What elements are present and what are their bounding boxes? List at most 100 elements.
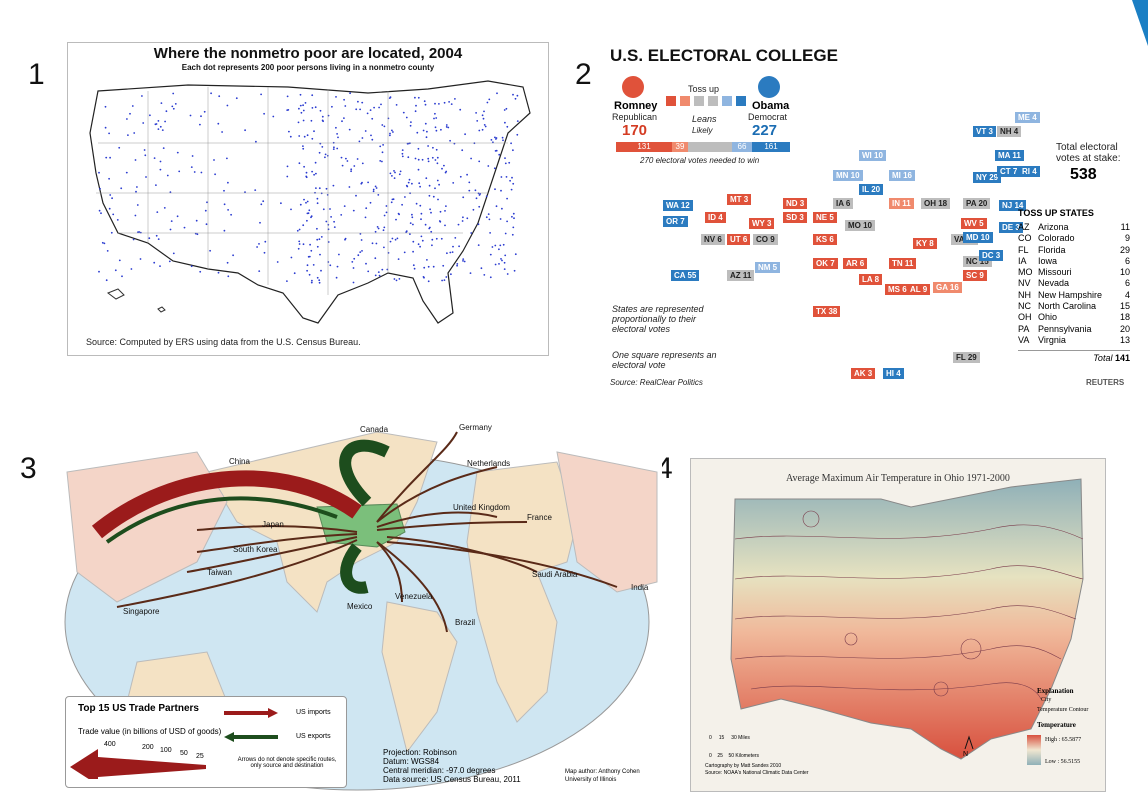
- high-label: High : 65.5877: [1045, 737, 1082, 743]
- figure-number-3: 3: [20, 452, 37, 485]
- poverty-dot: [393, 177, 396, 179]
- poverty-dot: [475, 197, 478, 200]
- poverty-dot: [494, 188, 496, 191]
- poverty-dot: [163, 207, 166, 209]
- poverty-dot: [332, 184, 335, 187]
- poverty-dot: [116, 219, 119, 221]
- tossup-votes: 13: [1119, 334, 1130, 345]
- state-tile: WY 3: [749, 218, 775, 229]
- poverty-dot: [159, 160, 162, 163]
- poverty-dot: [344, 238, 346, 241]
- poverty-dot: [316, 227, 318, 230]
- poverty-dot: [118, 259, 121, 262]
- poverty-dot: [324, 156, 326, 159]
- poverty-dot: [360, 239, 363, 241]
- poverty-dot: [383, 226, 386, 229]
- poverty-dot: [495, 205, 498, 208]
- poverty-dot: [501, 136, 504, 139]
- state-tile: AZ 11: [727, 270, 755, 281]
- state-tile: LA 8: [859, 274, 883, 285]
- poverty-dot: [350, 170, 352, 173]
- poverty-dot: [227, 181, 229, 184]
- poverty-dot: [420, 212, 423, 215]
- state-tile: RI 4: [1019, 166, 1040, 177]
- state-tile: DC 3: [979, 250, 1004, 261]
- poverty-dot: [168, 260, 171, 263]
- partner-label: Netherlands: [467, 459, 510, 468]
- poverty-dot: [338, 253, 340, 256]
- poverty-dot: [315, 187, 317, 189]
- poverty-dot: [217, 122, 220, 125]
- poverty-dot: [404, 196, 406, 198]
- poverty-dot: [108, 207, 111, 210]
- poverty-dot: [469, 272, 472, 274]
- poverty-dot: [498, 263, 500, 265]
- poverty-dot: [316, 238, 319, 241]
- tossup-row: MO Missouri 10: [1018, 267, 1130, 278]
- partner-label: China: [229, 457, 250, 466]
- poverty-dot: [299, 104, 302, 107]
- rating-swatches: [666, 96, 746, 106]
- poverty-dot: [411, 216, 414, 219]
- poverty-dot: [451, 251, 454, 254]
- poverty-dot: [372, 190, 375, 193]
- poverty-dot: [286, 165, 289, 168]
- poverty-dot: [131, 105, 134, 107]
- poverty-dot: [391, 237, 394, 240]
- scale-value: 25: [196, 753, 204, 760]
- poverty-dot: [311, 137, 314, 140]
- state-tile: KS 6: [813, 234, 837, 245]
- poverty-dot: [396, 237, 399, 240]
- partner-label: Taiwan: [207, 568, 232, 577]
- poverty-dot: [442, 264, 445, 267]
- poverty-dot: [464, 133, 466, 136]
- partner-label: Japan: [262, 520, 284, 529]
- poverty-dot: [434, 112, 436, 115]
- poverty-dot: [161, 129, 164, 131]
- poverty-dot: [136, 204, 139, 206]
- poverty-dot: [409, 222, 412, 225]
- poverty-dot: [394, 171, 396, 174]
- poverty-dot: [506, 197, 508, 200]
- poverty-dot: [458, 245, 460, 248]
- corner-accent: [1132, 0, 1148, 46]
- obama-party: Democrat: [748, 112, 788, 122]
- poverty-dot: [264, 240, 267, 243]
- poverty-dot: [509, 179, 511, 182]
- poverty-dot: [276, 261, 279, 263]
- poverty-dot: [462, 216, 464, 219]
- poverty-dot: [235, 97, 238, 100]
- poverty-dot: [193, 171, 196, 173]
- poverty-dot: [383, 214, 386, 217]
- state-tile: IN 11: [889, 198, 914, 209]
- obama-votes: 227: [752, 122, 778, 139]
- poverty-dot: [332, 148, 335, 150]
- poverty-dot: [511, 215, 513, 218]
- north-arrow: [964, 735, 974, 750]
- poverty-dot: [348, 186, 351, 188]
- poverty-dot: [376, 226, 379, 228]
- poverty-dot: [481, 128, 484, 131]
- state-tile: CT 7: [997, 166, 1021, 177]
- poverty-dot: [410, 121, 412, 123]
- poverty-dot: [374, 257, 377, 260]
- poverty-dot: [157, 238, 160, 241]
- poverty-dot: [454, 237, 457, 239]
- ohio-contour-map: [730, 478, 1084, 765]
- poverty-dot: [417, 158, 420, 161]
- poverty-dot: [359, 233, 362, 235]
- poverty-dot: [155, 184, 157, 186]
- state-tile: IA 6: [833, 198, 854, 209]
- poverty-dot: [512, 226, 515, 229]
- poverty-dot: [440, 128, 442, 131]
- poverty-dot: [320, 236, 323, 238]
- poverty-dot: [159, 125, 162, 128]
- poverty-dot: [452, 245, 454, 248]
- tossup-votes: 4: [1124, 289, 1130, 300]
- poverty-dot: [444, 210, 446, 212]
- poverty-dot: [262, 200, 265, 203]
- poverty-dot: [489, 253, 492, 256]
- map4-source: Source: NOAA's National Climatic Data Ce…: [705, 770, 809, 776]
- poverty-dot: [444, 171, 447, 174]
- poverty-dot: [506, 125, 509, 128]
